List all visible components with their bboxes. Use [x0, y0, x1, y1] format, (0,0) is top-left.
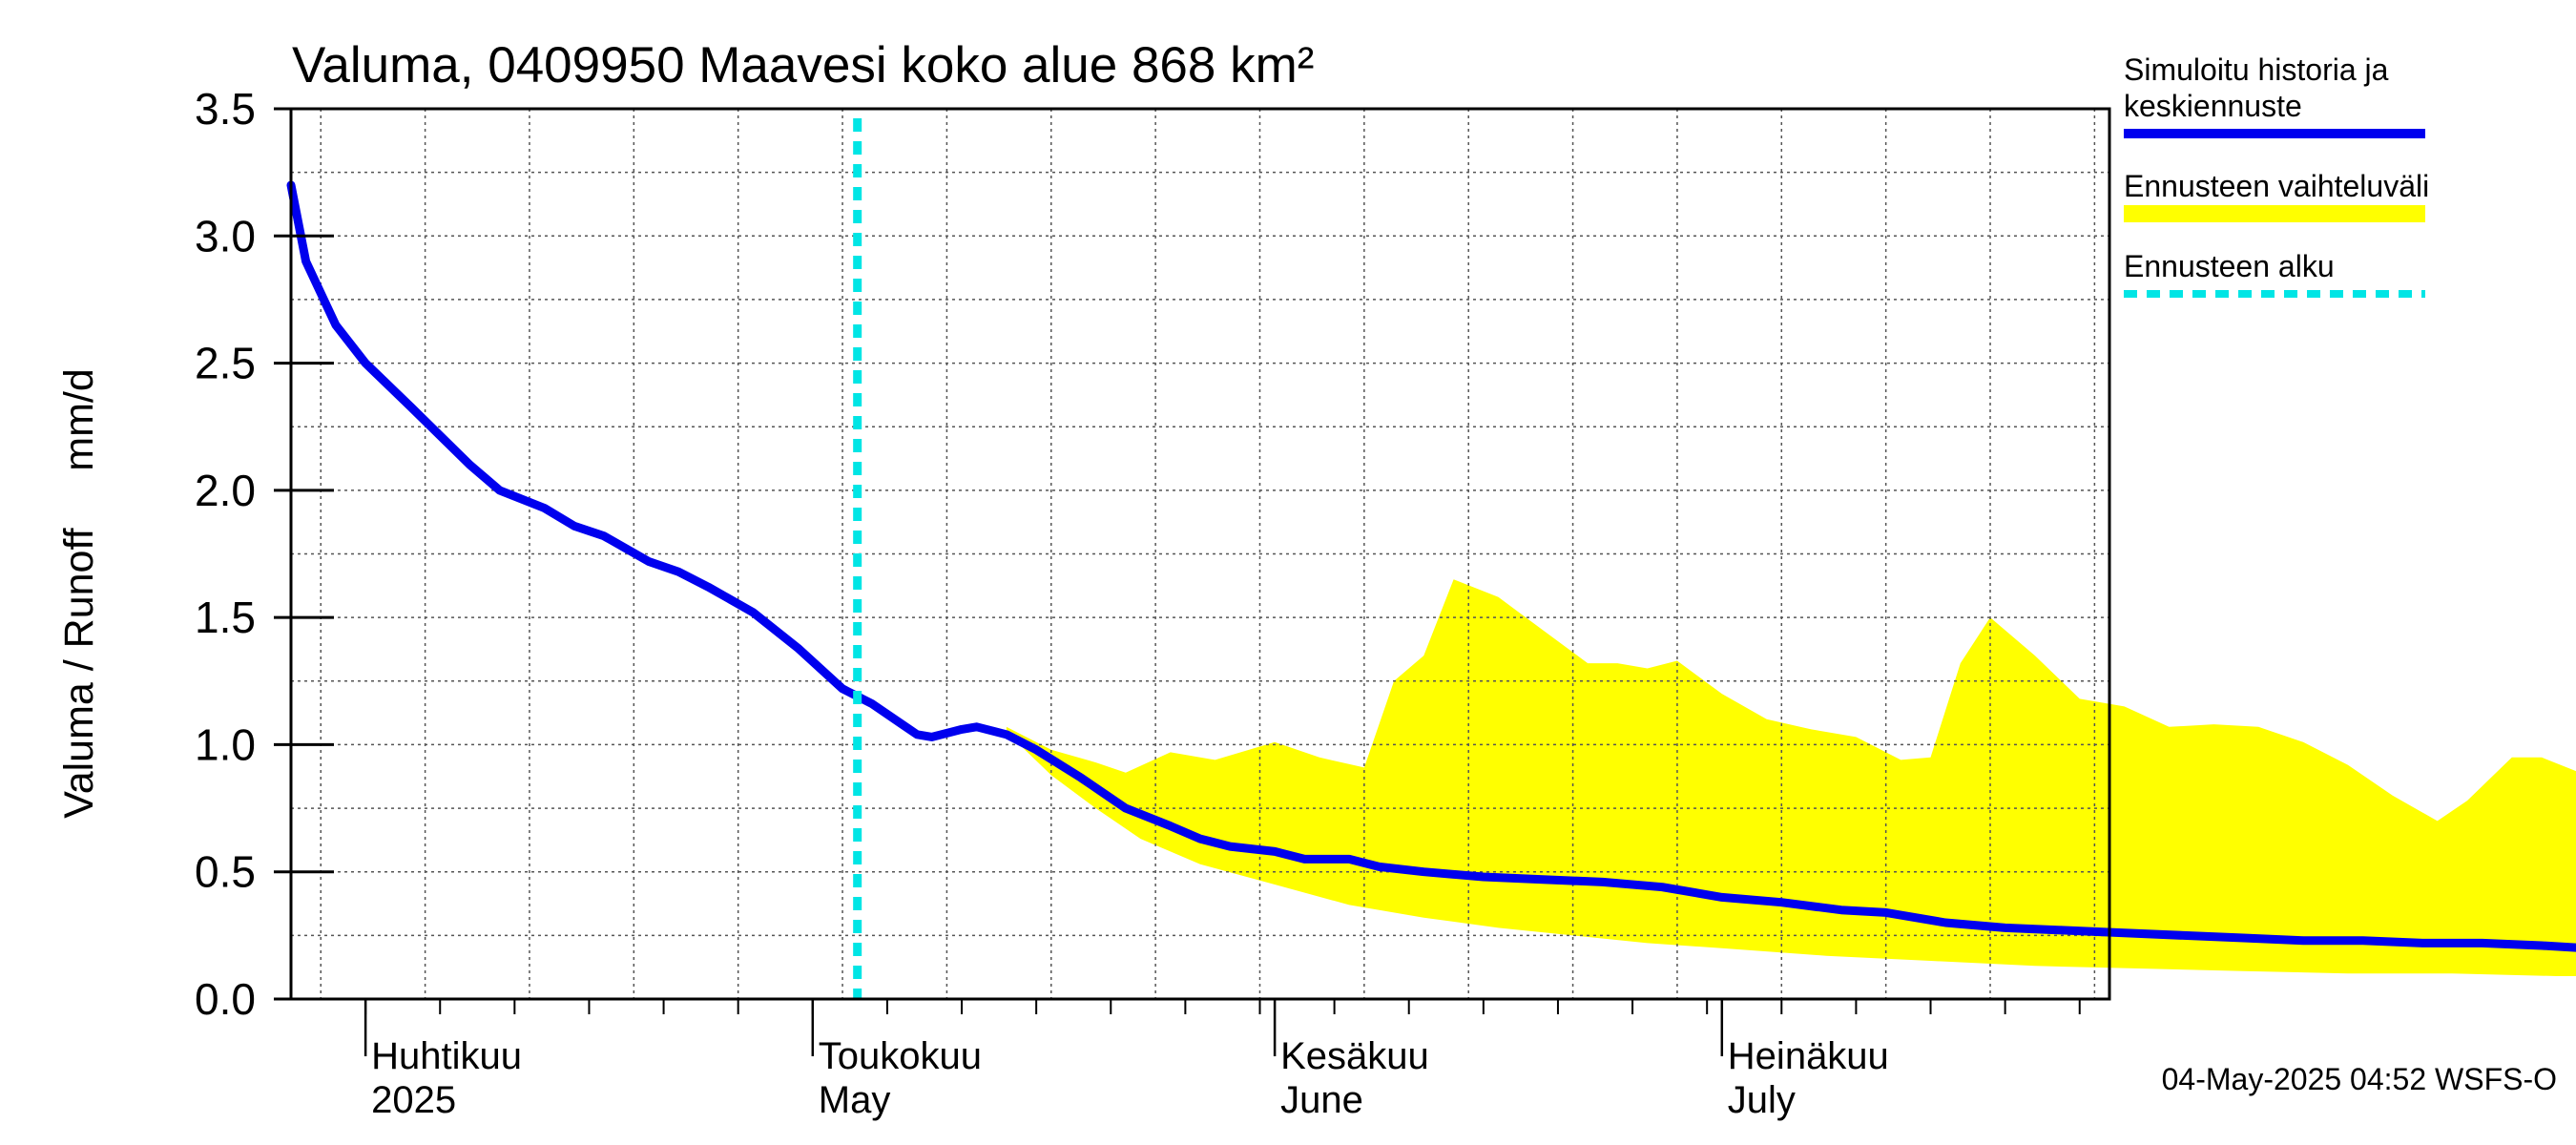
series-layer: [286, 118, 2576, 999]
x-tick-label-fi: Kesäkuu: [1280, 1035, 1429, 1077]
forecast-range-layer: [1006, 579, 2576, 976]
plot-frame: [289, 107, 2111, 1001]
y-tick-label: 2.5: [195, 339, 256, 388]
y-axis: 0.0 0.5 1.0 1.5 2.0 2.5 3.0 3.5: [195, 84, 334, 1024]
x-tick-label-fi: Huhtikuu: [371, 1035, 522, 1077]
x-tick-label-fi: Toukokuu: [819, 1035, 982, 1077]
y-tick-label: 0.5: [195, 847, 256, 897]
chart-title: Valuma, 0409950 Maavesi koko alue 868 km…: [292, 37, 1314, 94]
x-tick-label-en: May: [819, 1079, 891, 1121]
timestamp-footer: 04-May-2025 04:52 WSFS-O: [2162, 1062, 2557, 1096]
y-tick-label: 1.0: [195, 719, 256, 769]
legend-label: Simuloitu historia ja: [2124, 52, 2389, 87]
x-tick-label-en: July: [1728, 1079, 1796, 1121]
x-tick-label-en: June: [1280, 1079, 1363, 1121]
grid-layer: [291, 109, 2109, 999]
plot-area: [286, 107, 2576, 1001]
forecast-range-band: [1006, 579, 2576, 976]
legend-label: Ennusteen alku: [2124, 249, 2335, 283]
x-tick-label-fi: Heinäkuu: [1728, 1035, 1889, 1077]
y-tick-label: 2.0: [195, 466, 256, 515]
y-tick-label: 1.5: [195, 593, 256, 642]
simulated-runoff-line: [286, 180, 2576, 952]
legend-label: Ennusteen vaihteluväli: [2124, 169, 2429, 203]
legend-label: keskiennuste: [2124, 89, 2302, 123]
y-axis-label: Valuma / Runoff mm/d: [56, 368, 102, 819]
y-tick-label: 0.0: [195, 974, 256, 1024]
x-tick-label-en: 2025: [371, 1079, 456, 1121]
y-tick-label: 3.5: [195, 84, 256, 134]
y-tick-label: 3.0: [195, 211, 256, 260]
